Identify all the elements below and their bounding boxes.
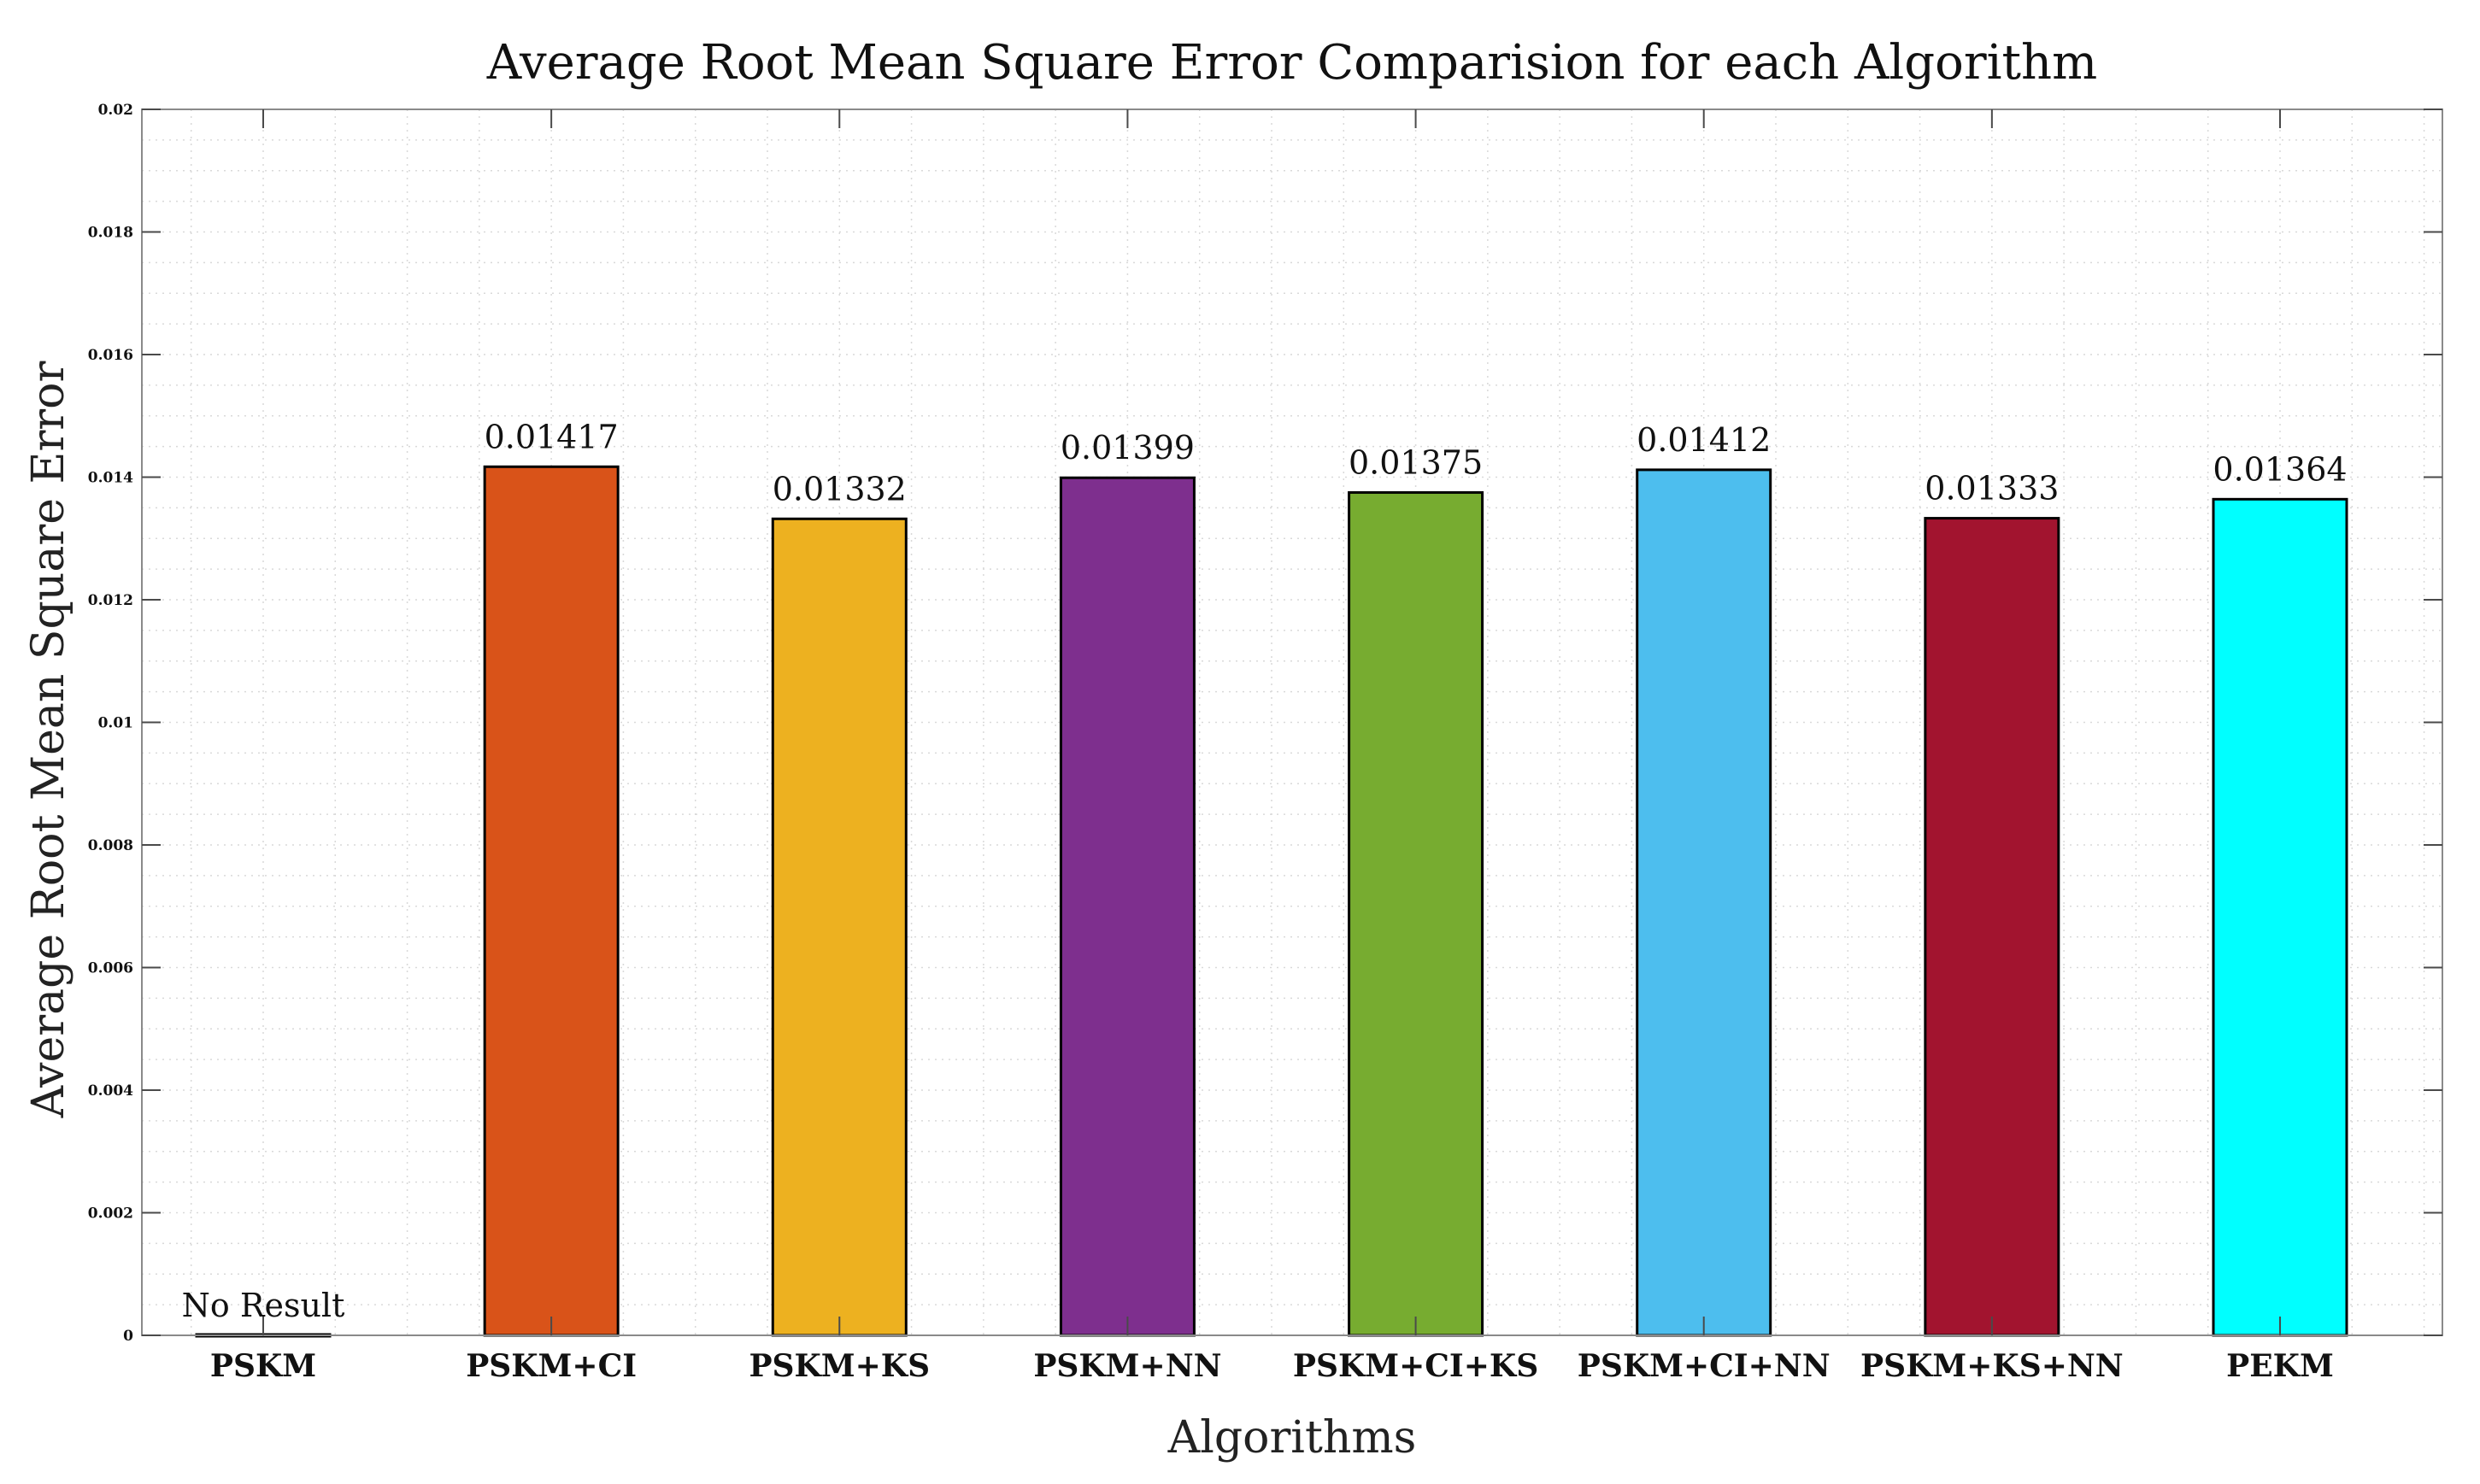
x-tick-label: PSKM+CI+KS (1293, 1348, 1538, 1384)
bar-value-label: 0.01375 (1349, 443, 1483, 481)
y-tick-label: 0.012 (88, 592, 133, 609)
bar-pekm (2212, 497, 2348, 1337)
x-tick-label: PSKM+NN (1033, 1348, 1221, 1384)
x-tick-label: PSKM+KS+NN (1860, 1348, 2124, 1384)
chart-title: Average Root Mean Square Error Comparisi… (486, 35, 2097, 91)
bar-pskm-ci-ks (1348, 490, 1484, 1337)
y-tick-label: 0.014 (88, 470, 133, 487)
y-tick-label: 0.008 (88, 837, 133, 854)
y-tick-label: 0.004 (88, 1082, 133, 1100)
bar-pskm-ks (771, 517, 908, 1337)
y-tick-label: 0.002 (88, 1205, 133, 1223)
y-tick-label: 0.02 (98, 102, 133, 119)
y-tick-label: 0.018 (88, 225, 133, 242)
bar-value-label: 0.01412 (1637, 421, 1771, 459)
y-tick-label: 0 (123, 1328, 133, 1345)
bar-pskm-ks-nn (1924, 517, 2060, 1337)
bar-value-label: 0.01364 (2213, 450, 2347, 488)
bar-pskm-ci-nn (1636, 468, 1772, 1337)
y-axis-label: Average Root Mean Square Error (23, 361, 74, 1119)
bar-pskm-nn (1059, 476, 1196, 1337)
bar-pskm-ci (483, 465, 620, 1337)
y-tick-label: 0.01 (98, 715, 133, 732)
x-tick-label: PSKM (210, 1348, 316, 1384)
x-tick-label: PSKM+KS (749, 1348, 930, 1384)
x-tick-label: PSKM+CI+NN (1578, 1348, 1831, 1384)
y-tick-label: 0.016 (88, 347, 133, 364)
bar-value-label: 0.01417 (485, 418, 619, 455)
bar-value-label: No Result (182, 1287, 345, 1324)
x-tick-label: PEKM (2226, 1348, 2334, 1384)
bar-value-label: 0.01333 (1925, 470, 2059, 507)
x-tick-label: PSKM+CI (466, 1348, 637, 1384)
y-tick-label: 0.006 (88, 960, 133, 977)
bar-value-label: 0.01399 (1061, 429, 1195, 466)
bar-value-label: 0.01332 (773, 470, 907, 507)
x-axis-label: Algorithms (1167, 1412, 1417, 1463)
